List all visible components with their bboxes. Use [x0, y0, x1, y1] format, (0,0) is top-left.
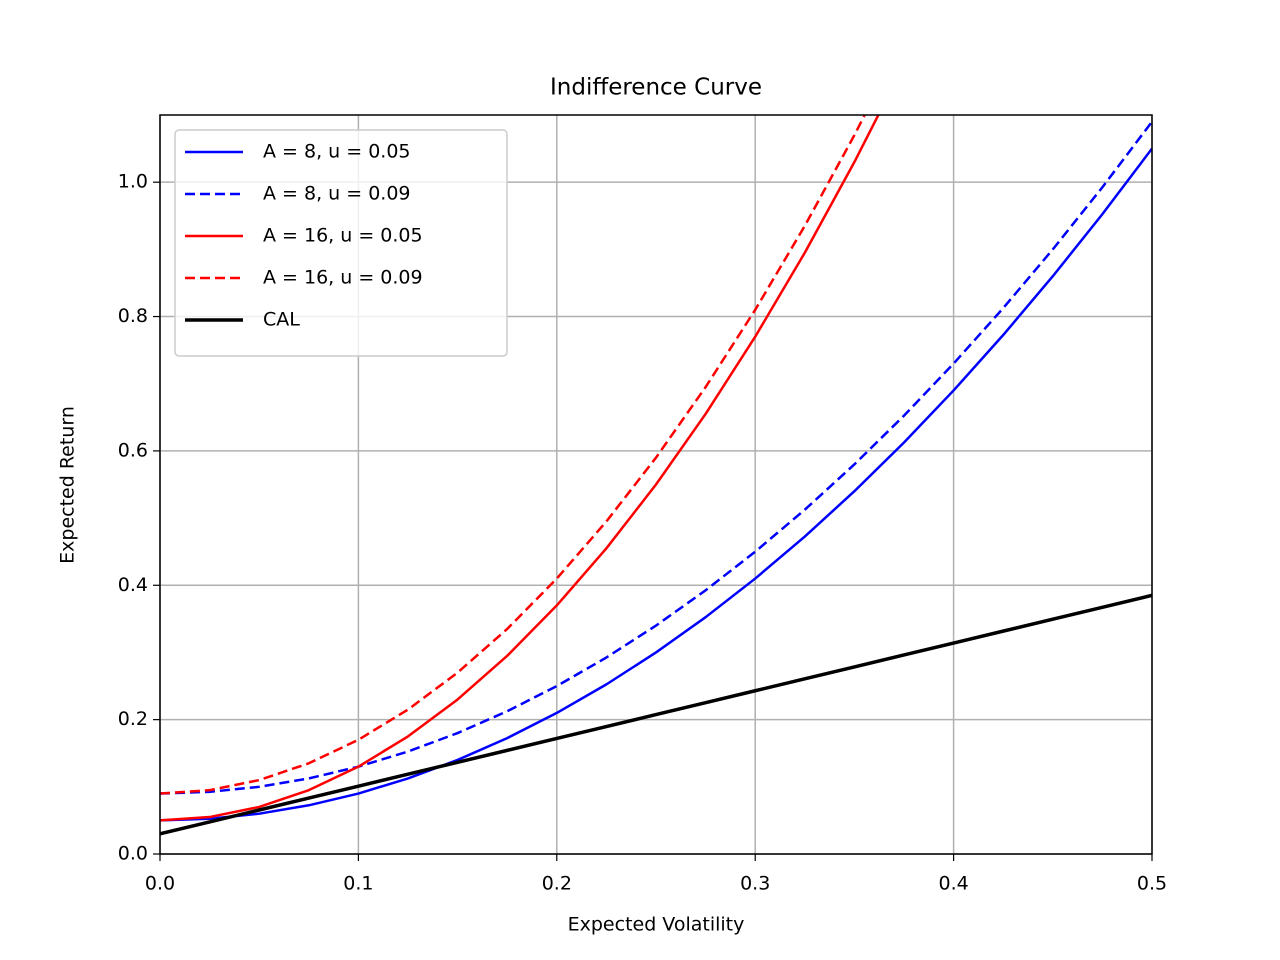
- series-line: [160, 593, 1152, 836]
- series-line: [160, 120, 1152, 795]
- legend-label: A = 8, u = 0.09: [263, 183, 411, 205]
- chart-title: Indifference Curve: [550, 75, 762, 101]
- x-tick-label: 0.3: [740, 873, 770, 895]
- series-line: [160, 115, 880, 822]
- y-tick-label: 1.0: [118, 171, 148, 193]
- legend-label: A = 16, u = 0.05: [263, 225, 423, 247]
- x-tick-label: 0.2: [542, 873, 572, 895]
- x-tick-label: 0.5: [1137, 873, 1167, 895]
- y-tick-label: 0.0: [118, 843, 148, 865]
- x-tick-label: 0.0: [145, 873, 175, 895]
- legend-label: A = 16, u = 0.09: [263, 267, 423, 289]
- ticks: 0.0 0.1 0.2 0.3 0.4 0.5 0.0 0.2 0.4 0.6 0.8 1.0: [118, 171, 1167, 895]
- legend-box: [174, 129, 508, 357]
- legend-label: CAL: [263, 309, 300, 331]
- series-line: [160, 147, 1152, 822]
- legend-label: A = 8, u = 0.05: [263, 141, 411, 163]
- y-axis-label: Expected Return: [57, 406, 79, 564]
- series-line: [160, 115, 867, 795]
- legend: A = 8, u = 0.05 A = 8, u = 0.09 A = 16, u …: [174, 129, 508, 357]
- axes-frame: [159, 114, 1153, 855]
- x-tick-label: 0.1: [343, 873, 373, 895]
- y-tick-label: 0.4: [118, 574, 148, 596]
- y-tick-label: 0.6: [118, 439, 148, 461]
- grid: [159, 115, 1153, 855]
- y-tick-label: 0.8: [118, 305, 148, 327]
- plot-area: [160, 115, 1152, 836]
- x-axis-label: Expected Volatility: [568, 914, 745, 936]
- y-tick-label: 0.2: [118, 708, 148, 730]
- x-tick-label: 0.4: [938, 873, 968, 895]
